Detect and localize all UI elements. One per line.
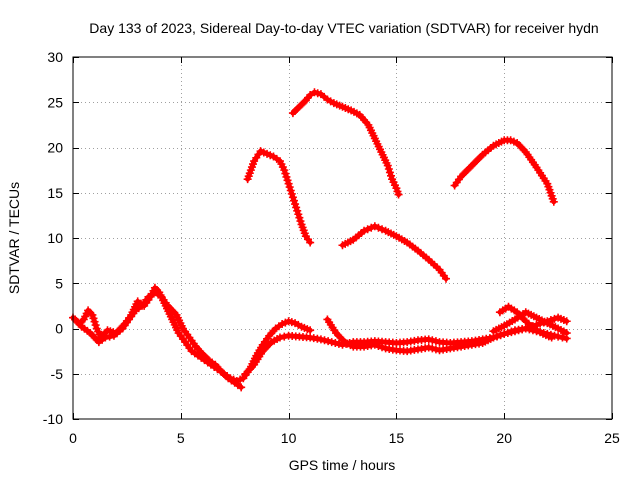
series-arc-9: [338, 222, 450, 283]
data-marker: [105, 332, 114, 341]
data-marker: [428, 344, 437, 353]
data-marker: [431, 345, 440, 354]
data-marker: [503, 328, 512, 337]
data-marker: [334, 339, 343, 348]
x-tick-label: 0: [69, 430, 77, 446]
data-point: [554, 332, 563, 341]
data-marker: [374, 223, 383, 232]
data-point: [562, 329, 571, 338]
y-tick-label: -10: [43, 411, 63, 427]
data-point: [547, 333, 556, 342]
data-point: [549, 197, 558, 206]
data-point: [306, 238, 315, 247]
data-point: [394, 190, 403, 199]
data-marker: [496, 331, 505, 340]
data-point: [441, 274, 450, 283]
data-point: [275, 333, 284, 342]
data-point: [562, 317, 571, 326]
x-tick-label: 10: [281, 430, 297, 446]
data-point: [327, 338, 336, 347]
data-marker: [428, 336, 437, 345]
data-point: [306, 91, 315, 100]
data-point: [360, 226, 369, 235]
data-point: [101, 333, 110, 342]
y-tick-label: 30: [47, 49, 63, 65]
data-marker: [378, 343, 387, 352]
chart-title: Day 133 of 2023, Sidereal Day-to-day VTE…: [89, 20, 598, 36]
series-arc-8: [288, 88, 403, 199]
data-marker: [320, 336, 329, 345]
x-axis-label: GPS time / hours: [289, 457, 396, 473]
y-axis-label: SDTVAR / TECUs: [6, 182, 22, 294]
y-tick-label: 5: [55, 275, 63, 291]
data-marker: [558, 333, 567, 342]
data-point: [424, 335, 433, 344]
x-tick-label: 25: [604, 430, 620, 446]
data-point: [306, 326, 315, 335]
series-arc-7: [243, 147, 315, 247]
data-point: [500, 329, 509, 338]
data-marker: [367, 223, 376, 232]
data-marker: [331, 338, 340, 347]
data-point: [370, 222, 379, 231]
data-point: [316, 335, 325, 344]
series-arc-6: [495, 302, 556, 342]
y-tick-label: 10: [47, 230, 63, 246]
data-marker: [431, 337, 440, 346]
axis-ticks: 0 5 10 15 20 25 -10 -5 0 5 10 15 20 25 30: [43, 49, 620, 446]
y-tick-label: 15: [47, 185, 63, 201]
data-marker: [493, 332, 502, 341]
x-tick-label: 15: [389, 430, 405, 446]
data-marker: [324, 337, 333, 346]
data-point: [370, 340, 379, 349]
x-tick-label: 5: [177, 430, 185, 446]
y-tick-label: -5: [51, 366, 64, 382]
data-marker: [280, 332, 289, 341]
x-tick-label: 20: [496, 430, 512, 446]
data-point: [521, 324, 530, 333]
series-arc-10: [450, 136, 558, 206]
data-marker: [363, 225, 372, 234]
data-series: [69, 88, 571, 392]
series-arc-4: [323, 315, 571, 356]
data-point: [237, 383, 246, 392]
data-marker: [507, 327, 516, 336]
y-tick-label: 25: [47, 94, 63, 110]
y-tick-label: 0: [55, 321, 63, 337]
series-arc-2: [71, 288, 246, 392]
data-point: [424, 343, 433, 352]
y-tick-label: 20: [47, 140, 63, 156]
data-marker: [378, 225, 387, 234]
data-marker: [374, 341, 383, 350]
